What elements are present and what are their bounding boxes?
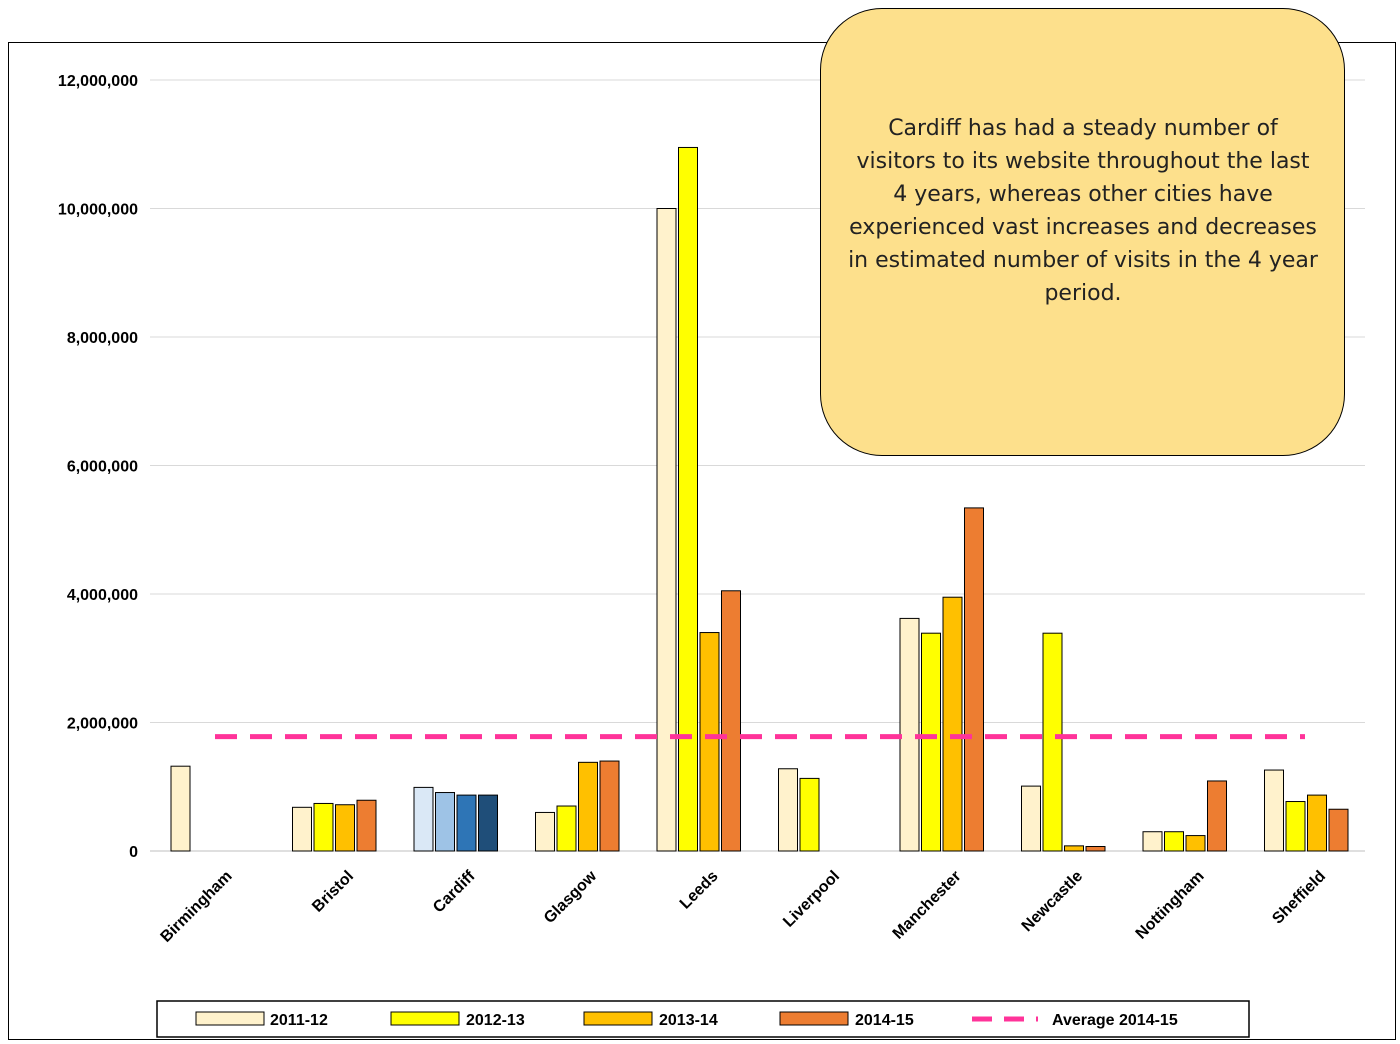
bar-leeds-2011-12 — [656, 208, 677, 852]
y-tick-label: 12,000,000 — [58, 73, 138, 90]
bar-sheffield-2012-13 — [1285, 801, 1306, 852]
y-tick-label: 8,000,000 — [67, 330, 138, 347]
x-tick-label: Birmingham — [158, 868, 236, 946]
bar-glasgow-2011-12 — [535, 811, 555, 852]
x-tick-label: Glasgow — [541, 867, 601, 927]
bar-bristol-2014-15 — [356, 799, 377, 852]
legend-label: 2013-14 — [659, 1012, 718, 1029]
x-tick-label: Leeds — [677, 868, 722, 913]
y-tick-label: 0 — [129, 844, 138, 861]
bar-newcastle-2014-15 — [1085, 846, 1106, 852]
legend-label: 2014-15 — [855, 1012, 914, 1029]
bar-leeds-2014-15 — [721, 590, 741, 852]
bar-leeds-2013-14 — [699, 632, 720, 852]
bar-newcastle-2012-13 — [1042, 632, 1063, 852]
bar-nottingham-2014-15 — [1207, 780, 1227, 852]
annotation-callout — [820, 8, 1345, 456]
bar-bristol-2013-14 — [335, 804, 355, 852]
bar-nottingham-2013-14 — [1185, 835, 1206, 852]
bar-manchester-2014-15 — [964, 507, 984, 852]
y-tick-label: 6,000,000 — [67, 459, 138, 476]
x-tick-label: Manchester — [890, 868, 965, 943]
x-tick-label: Liverpool — [780, 868, 843, 931]
bar-leeds-2012-13 — [678, 146, 698, 852]
bar-nottingham-2012-13 — [1164, 831, 1184, 852]
legend-label: 2011-12 — [270, 1012, 328, 1029]
bar-glasgow-2012-13 — [556, 805, 577, 852]
x-tick-label: Sheffield — [1269, 868, 1329, 928]
bar-sheffield-2013-14 — [1307, 794, 1327, 852]
bar-manchester-2013-14 — [942, 596, 963, 852]
bars — [170, 146, 1349, 852]
legend-swatch — [779, 1011, 849, 1026]
bar-newcastle-2011-12 — [1021, 785, 1041, 852]
y-axis-ticks: 0 2,000,000 4,000,000 6,000,000 8,000,000 10,… — [58, 73, 138, 861]
bar-liverpool-2011-12 — [778, 768, 798, 852]
legend-label: 2012-13 — [466, 1012, 525, 1029]
x-tick-label: Bristol — [309, 868, 357, 916]
bar-newcastle-2013-14 — [1064, 845, 1084, 852]
bar-bristol-2012-13 — [313, 802, 334, 852]
bar-manchester-2012-13 — [921, 632, 941, 852]
bar-birmingham-2011-12 — [170, 765, 191, 852]
y-tick-label: 2,000,000 — [67, 716, 138, 733]
bar-liverpool-2012-13 — [799, 777, 820, 852]
x-axis-ticks: Birmingham Bristol Cardiff Glasgow Leeds Live… — [158, 867, 1330, 945]
bar-bristol-2011-12 — [292, 806, 312, 852]
x-tick-label: Nottingham — [1133, 868, 1208, 943]
legend-swatch — [390, 1011, 460, 1026]
bar-cardiff-2013-14 — [456, 794, 477, 852]
bar-cardiff-2012-13 — [435, 792, 455, 852]
x-tick-label: Cardiff — [430, 867, 479, 916]
y-tick-label: 4,000,000 — [67, 587, 138, 604]
bar-glasgow-2014-15 — [599, 760, 620, 852]
legend-swatch — [583, 1011, 653, 1026]
annotation-text: Cardiff has had a steady number of visit… — [848, 116, 1318, 306]
bar-glasgow-2013-14 — [578, 761, 598, 852]
bar-cardiff-2011-12 — [413, 786, 434, 852]
y-tick-label: 10,000,000 — [58, 202, 138, 219]
legend-swatch — [195, 1011, 265, 1026]
bar-cardiff-2014-15 — [478, 794, 498, 852]
legend-box — [156, 1000, 1250, 1038]
bar-sheffield-2014-15 — [1328, 808, 1349, 852]
x-tick-label: Newcastle — [1019, 868, 1086, 935]
chart-frame — [8, 42, 1396, 1040]
bar-nottingham-2011-12 — [1142, 831, 1163, 852]
bar-sheffield-2011-12 — [1264, 769, 1284, 852]
legend: 2011-12 2012-13 2013-14 2014-15 Average 2014… — [156, 1000, 1250, 1038]
legend-label: Average 2014-15 — [1052, 1012, 1178, 1029]
